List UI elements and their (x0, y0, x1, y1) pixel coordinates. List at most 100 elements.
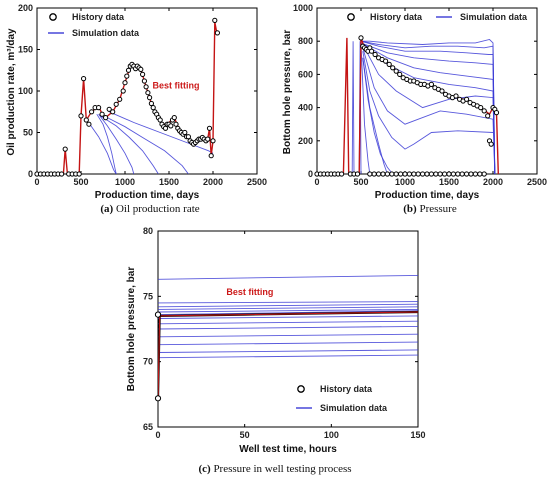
history-point (415, 171, 421, 177)
history-point (453, 93, 459, 99)
simulation-series-line (158, 333, 418, 338)
history-point (481, 108, 487, 114)
history-point (171, 115, 177, 121)
history-point (124, 73, 130, 79)
history-point (389, 171, 395, 177)
history-point (437, 171, 443, 177)
history-point (208, 153, 214, 159)
x-tick-label-c: 50 (240, 430, 250, 440)
y-tick-label-b: 400 (298, 103, 313, 113)
y-tick-label-b: 1000 (293, 3, 313, 13)
history-point (380, 171, 386, 177)
simulation-series-line (158, 341, 418, 346)
history-point (428, 171, 434, 177)
x-tick-label-b: 0 (314, 177, 319, 187)
history-point (110, 109, 116, 115)
x-tick-label-c: 150 (410, 430, 425, 440)
x-tick-label-c: 100 (324, 430, 339, 440)
history-point (141, 78, 147, 84)
legend-history-label: History data (370, 12, 423, 22)
x-tick-label-a: 1500 (159, 177, 179, 187)
simulation-series-line (362, 47, 496, 174)
history-point (354, 171, 361, 177)
y-tick-label-a: 200 (18, 3, 33, 13)
simulation-series-line (109, 111, 214, 154)
history-point (472, 171, 478, 177)
plot-area-b (317, 37, 499, 174)
caption-b: (b) Pressure (403, 203, 457, 215)
legend-simulation-label: Simulation data (72, 28, 140, 38)
simulation-series-line (158, 315, 418, 319)
y-axis-label-b: Bottom hole pressure, bar (282, 30, 293, 155)
chart-c: 0 50 100 150 65 70 75 80 Well test time, hours Bo… (126, 226, 426, 475)
history-point (205, 136, 211, 142)
history-point (206, 125, 213, 131)
simulation-series-line (98, 113, 135, 174)
legend-history-marker (297, 385, 305, 393)
simulation-series-line (103, 115, 189, 174)
simulation-series-line (158, 308, 418, 313)
caption-text: Pressure in well testing process (211, 463, 352, 475)
history-point (103, 115, 109, 121)
simulation-series-line (158, 301, 418, 304)
history-point (439, 88, 445, 94)
caption-a: (a) Oil production rate (100, 203, 199, 215)
caption-letter: (b) (403, 203, 417, 215)
history-point (428, 81, 434, 88)
simulation-series-line (158, 325, 418, 330)
history-point (182, 129, 188, 136)
legend-simulation-label: Simulation data (320, 403, 388, 413)
x-tick-label-c: 0 (155, 430, 160, 440)
best-fit-line-inner (158, 311, 418, 399)
history-point (147, 95, 153, 101)
simulation-series-line (158, 306, 418, 310)
history-point (125, 67, 132, 73)
chart-a: 0 500 1000 1500 2000 2500 0 50 100 150 200 Producti… (6, 3, 267, 215)
history-point (442, 171, 448, 177)
history-point (162, 125, 169, 131)
legend-a: History data Simulation data (48, 12, 140, 38)
history-point (477, 171, 483, 177)
history-point (406, 171, 412, 177)
history-point (446, 171, 452, 177)
history-point (369, 48, 375, 54)
x-tick-label-b: 500 (353, 177, 368, 187)
caption-letter: (c) (198, 463, 211, 475)
caption-letter: (a) (100, 203, 113, 215)
history-point (210, 138, 216, 144)
history-point (81, 76, 87, 82)
history-point (383, 58, 389, 64)
history-point (138, 66, 144, 73)
x-axis-label-a: Production time, days (95, 190, 200, 201)
history-point (76, 171, 82, 177)
annotation-best-fitting-c: Best fitting (226, 287, 273, 297)
caption-c: (c) Pressure in well testing process (198, 463, 351, 475)
simulation-series-line (158, 303, 418, 308)
history-point (398, 171, 404, 177)
simulation-series-line (158, 310, 418, 316)
history-point (212, 17, 218, 23)
history-point (433, 171, 439, 177)
history-point (78, 113, 84, 119)
history-point (154, 311, 162, 318)
simulation-series-line (158, 349, 418, 353)
simulation-series-line (360, 42, 496, 174)
x-tick-label-a: 500 (73, 177, 88, 187)
history-point (393, 171, 399, 177)
history-point (117, 96, 123, 102)
y-tick-label-a: 50 (23, 128, 33, 138)
history-point (150, 105, 156, 111)
history-point (154, 395, 162, 402)
history-point (157, 117, 163, 123)
simulation-series-line (89, 123, 117, 174)
annotation-best-fitting-a: Best fitting (153, 81, 200, 91)
legend-c: History data Simulation data (296, 384, 388, 413)
history-point (120, 88, 126, 94)
x-axis-label-c: Well test time, hours (239, 444, 337, 455)
y-tick-label-b: 800 (298, 36, 313, 46)
x-tick-label-a: 2500 (247, 177, 267, 187)
x-tick-label-a: 1000 (115, 177, 135, 187)
simulation-series-line (360, 42, 371, 174)
simulation-series-line (158, 226, 418, 229)
